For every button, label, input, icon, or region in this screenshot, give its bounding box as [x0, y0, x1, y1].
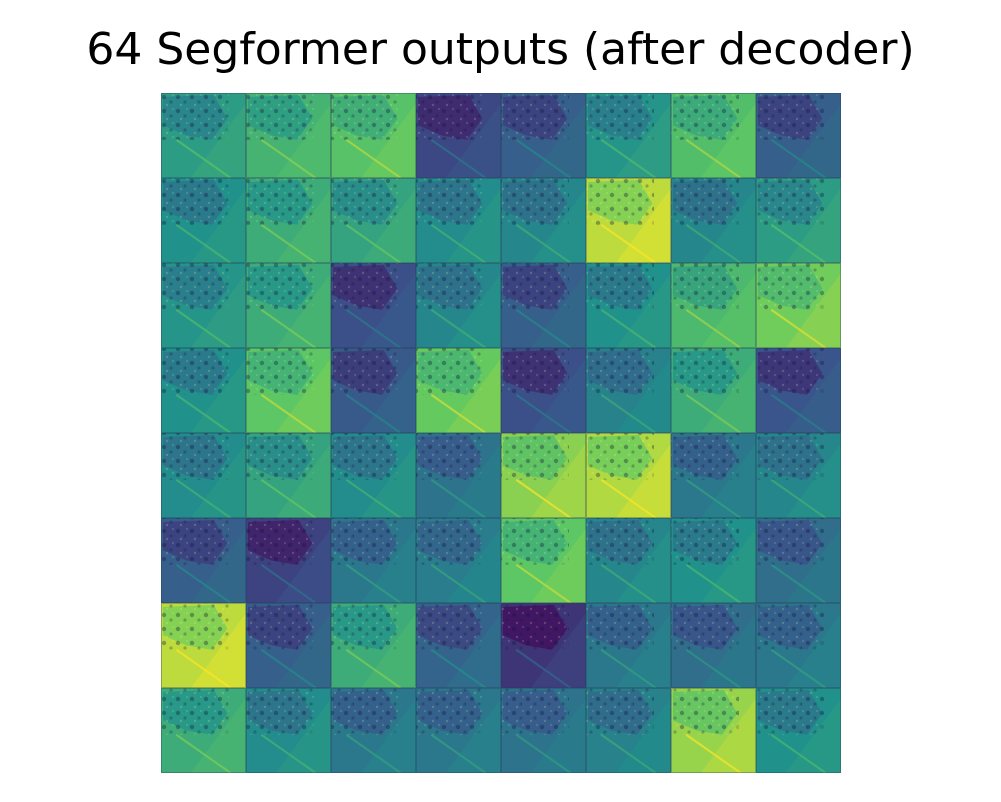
feature-map-tile — [756, 93, 841, 179]
feature-map-tile — [501, 348, 586, 434]
feature-map-tile — [161, 348, 246, 434]
feature-map-tile — [586, 93, 671, 179]
feature-map-tile — [671, 348, 756, 434]
feature-map-tile — [501, 688, 586, 773]
feature-map-tile — [416, 348, 501, 434]
feature-map-tile — [161, 263, 246, 349]
feature-map-tile — [161, 178, 246, 264]
feature-map-tile — [671, 93, 756, 179]
feature-map-tile — [756, 518, 841, 604]
feature-map-tile — [586, 433, 671, 519]
feature-map-tile — [246, 178, 331, 264]
feature-map-tile — [331, 433, 416, 519]
feature-map-tile — [756, 603, 841, 689]
feature-map-tile — [331, 518, 416, 604]
feature-map-tile — [501, 518, 586, 604]
feature-map-tile — [416, 688, 501, 773]
feature-map-tile — [756, 688, 841, 773]
feature-map-tile — [161, 688, 246, 773]
feature-map-tile — [756, 178, 841, 264]
feature-map-tile — [416, 263, 501, 349]
feature-map-tile — [501, 433, 586, 519]
feature-map-tile — [246, 688, 331, 773]
feature-map-tile — [331, 603, 416, 689]
feature-map-tile — [331, 178, 416, 264]
feature-map-tile — [161, 603, 246, 689]
page-title: 64 Segformer outputs (after decoder) — [86, 24, 915, 75]
feature-map-tile — [416, 93, 501, 179]
feature-map-tile — [671, 433, 756, 519]
feature-map-tile — [671, 688, 756, 773]
feature-map-tile — [586, 178, 671, 264]
feature-map-tile — [671, 263, 756, 349]
feature-map-tile — [501, 93, 586, 179]
feature-map-tile — [246, 263, 331, 349]
feature-map-grid — [161, 93, 841, 773]
feature-map-tile — [671, 603, 756, 689]
feature-map-tile — [161, 518, 246, 604]
feature-map-tile — [161, 433, 246, 519]
feature-map-tile — [246, 518, 331, 604]
feature-map-tile — [756, 348, 841, 434]
feature-map-tile — [756, 263, 841, 349]
feature-map-tile — [671, 178, 756, 264]
feature-map-tile — [416, 178, 501, 264]
feature-map-tile — [586, 688, 671, 773]
feature-map-tile — [416, 518, 501, 604]
feature-map-tile — [586, 348, 671, 434]
feature-map-tile — [586, 603, 671, 689]
feature-map-tile — [586, 518, 671, 604]
feature-map-tile — [331, 688, 416, 773]
feature-map-tile — [671, 518, 756, 604]
feature-map-tile — [331, 93, 416, 179]
feature-map-tile — [756, 433, 841, 519]
feature-map-tile — [246, 603, 331, 689]
feature-map-tile — [501, 603, 586, 689]
feature-map-tile — [416, 433, 501, 519]
feature-map-tile — [246, 433, 331, 519]
feature-map-tile — [416, 603, 501, 689]
feature-map-tile — [161, 93, 246, 179]
feature-map-tile — [246, 93, 331, 179]
feature-map-tile — [586, 263, 671, 349]
feature-map-tile — [331, 263, 416, 349]
feature-map-tile — [501, 263, 586, 349]
feature-map-tile — [501, 178, 586, 264]
feature-map-tile — [331, 348, 416, 434]
feature-map-tile — [246, 348, 331, 434]
